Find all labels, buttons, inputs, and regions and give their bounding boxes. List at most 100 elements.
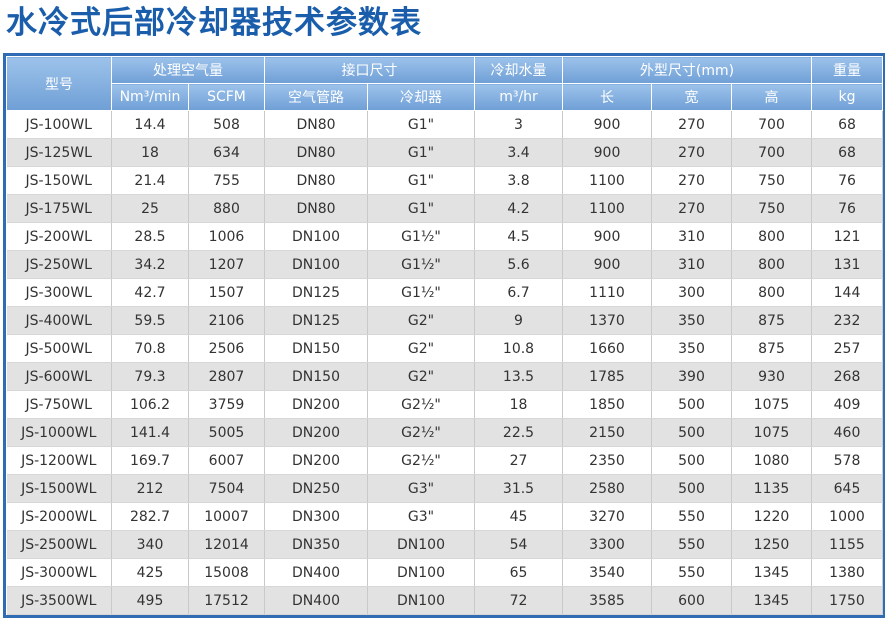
table-cell: 270 [651, 110, 732, 139]
table-cell: JS-250WL [6, 250, 112, 279]
table-cell: 232 [811, 306, 883, 335]
table-cell: 3759 [188, 390, 265, 419]
table-cell: 65 [474, 558, 563, 587]
table-cell: DN100 [264, 222, 368, 251]
table-cell: 1660 [562, 334, 652, 363]
table-cell: 1135 [731, 474, 812, 503]
table-cell: 9 [474, 306, 563, 335]
table-cell: G1" [367, 138, 475, 167]
table-cell: 1155 [811, 530, 883, 559]
table-cell: 5.6 [474, 250, 563, 279]
table-cell: 169.7 [111, 446, 189, 475]
table-cell: 4.5 [474, 222, 563, 251]
table-cell: 59.5 [111, 306, 189, 335]
table-cell: 54 [474, 530, 563, 559]
header-cell: 空气管路 [264, 83, 368, 111]
header-cell: 处理空气量 [111, 56, 265, 84]
table-cell: 350 [651, 334, 732, 363]
table-cell: 600 [651, 586, 732, 615]
table-cell: DN125 [264, 278, 368, 307]
table-cell: 212 [111, 474, 189, 503]
table-cell: 12014 [188, 530, 265, 559]
table-cell: 1345 [731, 586, 812, 615]
table-cell: 800 [731, 278, 812, 307]
table-row: JS-600WL 79.3 2807 DN150 G2" 13.5 1785 390 930 26… [6, 362, 883, 391]
table-cell: 1075 [731, 418, 812, 447]
table-cell: 68 [811, 138, 883, 167]
table-cell: JS-3000WL [6, 558, 112, 587]
table-cell: 1345 [731, 558, 812, 587]
table-cell: 1080 [731, 446, 812, 475]
table-cell: DN350 [264, 530, 368, 559]
header-cell: kg [811, 83, 883, 111]
table-row: JS-175WL 25 880 DN80 G1" 4.2 1100 270 750 76 [6, 194, 883, 223]
table-cell: 3585 [562, 586, 652, 615]
table-cell: DN100 [367, 530, 475, 559]
table-cell: 2807 [188, 362, 265, 391]
table-cell: G2" [367, 334, 475, 363]
table-row: JS-2500WL 340 12014 DN350 DN100 54 3300 550 1250… [6, 530, 883, 559]
table-cell: 310 [651, 222, 732, 251]
table-cell: JS-2500WL [6, 530, 112, 559]
header-cell: 宽 [651, 83, 732, 111]
table-cell: JS-750WL [6, 390, 112, 419]
table-cell: 1370 [562, 306, 652, 335]
table-cell: 257 [811, 334, 883, 363]
table-cell: 22.5 [474, 418, 563, 447]
table-cell: 2580 [562, 474, 652, 503]
table-cell: 14.4 [111, 110, 189, 139]
table-cell: 45 [474, 502, 563, 531]
table-cell: 1850 [562, 390, 652, 419]
table-cell: 1380 [811, 558, 883, 587]
table-cell: DN100 [367, 558, 475, 587]
table-cell: JS-1000WL [6, 418, 112, 447]
table-cell: JS-1500WL [6, 474, 112, 503]
table-cell: 800 [731, 250, 812, 279]
table-cell: 550 [651, 558, 732, 587]
table-row: JS-1200WL 169.7 6007 DN200 G2½" 27 2350 500 1080… [6, 446, 883, 475]
table-cell: 500 [651, 474, 732, 503]
table-cell: 21.4 [111, 166, 189, 195]
table-cell: 1220 [731, 502, 812, 531]
table-cell: 31.5 [474, 474, 563, 503]
table-row: JS-3000WL 425 15008 DN400 DN100 65 3540 550 1345… [6, 558, 883, 587]
table-cell: 5005 [188, 418, 265, 447]
spec-table: 型号 处理空气量 接口尺寸 冷却水量 外型尺寸(mm) 重量 Nm³/min SC… [6, 56, 883, 615]
table-cell: 72 [474, 586, 563, 615]
table-cell: 270 [651, 166, 732, 195]
table-cell: G2½" [367, 418, 475, 447]
table-cell: 700 [731, 110, 812, 139]
table-cell: 550 [651, 502, 732, 531]
table-cell: DN200 [264, 390, 368, 419]
table-cell: 508 [188, 110, 265, 139]
table-cell: G2½" [367, 390, 475, 419]
header-cell: 长 [562, 83, 652, 111]
table-cell: 460 [811, 418, 883, 447]
table-cell: 2106 [188, 306, 265, 335]
table-cell: 13.5 [474, 362, 563, 391]
table-cell: DN100 [264, 250, 368, 279]
table-cell: 500 [651, 390, 732, 419]
table-cell: 131 [811, 250, 883, 279]
header-cell: 型号 [6, 56, 112, 111]
table-cell: 1100 [562, 194, 652, 223]
table-cell: DN150 [264, 334, 368, 363]
table-cell: 3270 [562, 502, 652, 531]
table-cell: 390 [651, 362, 732, 391]
table-cell: 15008 [188, 558, 265, 587]
table-cell: DN80 [264, 138, 368, 167]
table-cell: 3 [474, 110, 563, 139]
title: 水冷式后部冷却器技术参数表 [6, 5, 422, 41]
table-cell: DN200 [264, 418, 368, 447]
table-cell: 18 [111, 138, 189, 167]
table-cell: DN125 [264, 306, 368, 335]
header-cell: 重量 [811, 56, 883, 84]
table-cell: 1507 [188, 278, 265, 307]
table-cell: 2350 [562, 446, 652, 475]
table-cell: 875 [731, 306, 812, 335]
table-cell: G2" [367, 306, 475, 335]
table-cell: 76 [811, 194, 883, 223]
table-cell: G1" [367, 194, 475, 223]
table-cell: 495 [111, 586, 189, 615]
table-cell: 350 [651, 306, 732, 335]
